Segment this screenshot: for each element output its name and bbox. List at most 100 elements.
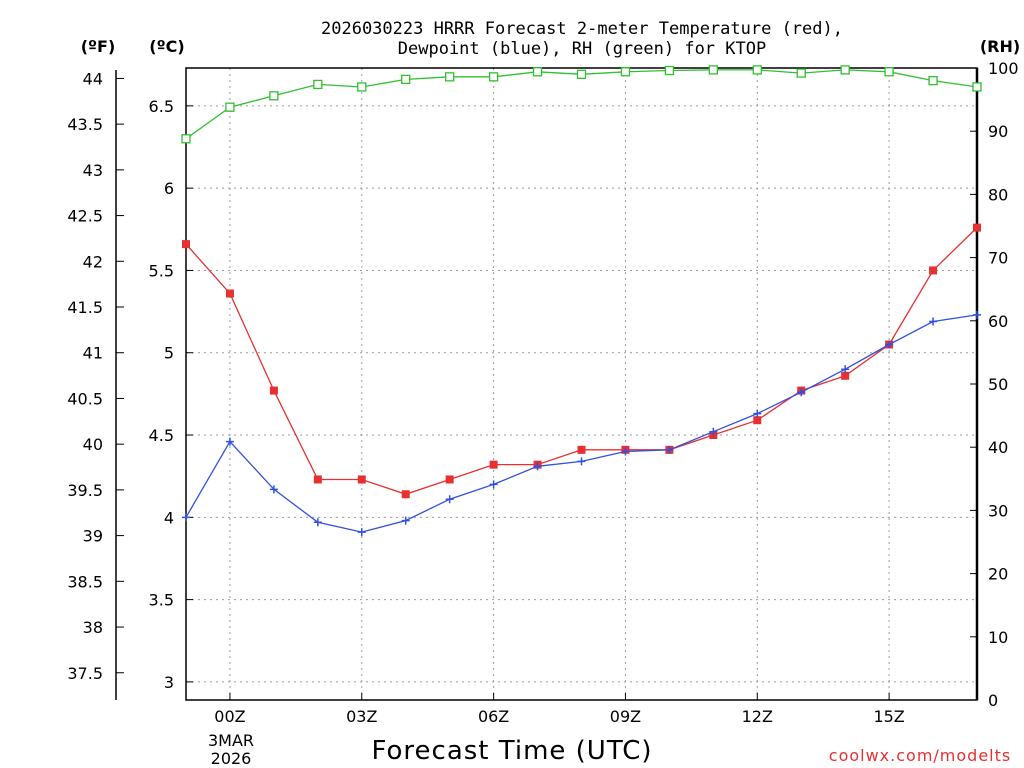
rh-tick-label: 50 (988, 375, 1008, 394)
fahrenheit-tick-label: 42.5 (67, 207, 103, 226)
dewpoint-point (885, 340, 894, 349)
rh-point (313, 79, 323, 90)
rh-tick-label: 10 (988, 628, 1008, 647)
fahrenheit-tick-label: 40 (83, 435, 103, 454)
fahrenheit-tick-label: 42 (83, 252, 103, 271)
dewpoint-point (182, 513, 190, 522)
rh-point (972, 82, 982, 92)
dewpoint-point (621, 447, 630, 456)
rh-point (269, 91, 279, 101)
temperature-point (489, 460, 498, 469)
rh-tick-label: 20 (988, 565, 1008, 584)
rh-unit-label: (RH) (980, 37, 1020, 56)
fahrenheit-unit-label: (ºF) (81, 37, 116, 56)
rh-point (928, 75, 938, 86)
rh-point (532, 67, 543, 77)
time-tick-label: 03Z (346, 707, 377, 726)
temperature-point (841, 371, 850, 380)
dewpoint-point (929, 317, 938, 326)
dewpoint-point (269, 485, 278, 494)
temperature-point (182, 240, 190, 249)
time-axis-ticks: 00Z 03Z 06Z 09Z 12Z 15Z (214, 693, 905, 726)
chart-title-line2: Dewpoint (blue), RH (green) for KTOP (398, 39, 766, 59)
rh-point (488, 72, 499, 82)
rh-tick-label: 30 (988, 501, 1008, 520)
dewpoint-point (709, 427, 718, 436)
celsius-tick-label: 3 (164, 673, 174, 692)
fahrenheit-tick-label: 44 (83, 69, 103, 88)
celsius-tick-label: 4 (164, 508, 174, 527)
fahrenheit-tick-label: 37.5 (67, 664, 103, 683)
series-group (181, 65, 982, 537)
chart-title-line1: 2026030223 HRRR Forecast 2-meter Tempera… (321, 19, 843, 39)
dewpoint-point (753, 409, 762, 418)
dewpoint-point (797, 388, 806, 397)
dewpoint-point (489, 480, 498, 489)
temperature-point (973, 223, 981, 232)
time-tick-label: 09Z (610, 707, 641, 726)
temperature-point (753, 416, 762, 425)
dewpoint-point (533, 462, 542, 471)
temperature-point (445, 475, 454, 484)
rh-point (708, 65, 718, 75)
rh-point (664, 65, 675, 76)
dewpoint-point (401, 516, 410, 525)
rh-point (357, 82, 367, 92)
celsius-tick-label: 6.5 (149, 97, 174, 116)
fahrenheit-tick-label: 41 (83, 344, 103, 363)
rh-point (445, 72, 455, 82)
fahrenheit-tick-label: 41.5 (67, 298, 103, 317)
temperature-point (401, 490, 410, 499)
celsius-tick-label: 4.5 (149, 426, 174, 445)
dewpoint-point (313, 518, 322, 527)
fahrenheit-axis-ticks: 37.5 38 38.5 39 39.5 40 40.5 41 41.5 42 42.5 43 43.5… (67, 69, 124, 683)
dewpoint-point (841, 365, 850, 374)
rh-tick-label: 90 (988, 122, 1008, 141)
dewpoint-point (357, 528, 366, 537)
rh-point (225, 102, 235, 112)
rh-point (884, 67, 894, 77)
rh-tick-label: 40 (988, 438, 1008, 457)
temperature-point (225, 289, 234, 298)
celsius-tick-label: 3.5 (149, 591, 174, 610)
fahrenheit-tick-label: 39.5 (67, 481, 103, 500)
temperature-point (577, 445, 586, 454)
x-axis-title: Forecast Time (UTC) (371, 736, 652, 766)
fahrenheit-tick-label: 40.5 (67, 389, 103, 408)
time-tick-label: 06Z (478, 707, 509, 726)
temperature-point (313, 475, 322, 484)
celsius-tick-label: 5.5 (149, 261, 174, 280)
rh-tick-label: 80 (988, 185, 1008, 204)
rh-axis-ticks: 0 10 20 30 40 50 60 70 80 90 100 (970, 59, 1019, 710)
fahrenheit-tick-label: 43.5 (67, 115, 103, 134)
celsius-tick-label: 6 (164, 179, 174, 198)
dewpoint-point (973, 310, 981, 319)
fahrenheit-tick-label: 43 (83, 161, 103, 180)
rh-tick-label: 60 (988, 312, 1008, 331)
dewpoint-point (225, 437, 234, 446)
rh-tick-label: 70 (988, 249, 1008, 268)
fahrenheit-tick-label: 38 (83, 618, 103, 637)
fahrenheit-tick-label: 38.5 (67, 572, 103, 591)
celsius-axis-ticks: 3 3.5 4 4.5 5 5.5 6 6.5 (149, 97, 193, 692)
rh-tick-label: 0 (988, 691, 998, 710)
time-tick-label: 12Z (742, 707, 773, 726)
rh-point (181, 134, 191, 144)
credit-text: coolwx.com/modelts (829, 746, 1011, 765)
dewpoint-point (665, 445, 674, 454)
celsius-tick-label: 5 (164, 344, 174, 363)
rh-point (796, 68, 806, 78)
rh-point (576, 69, 587, 79)
time-tick-label: 00Z (214, 707, 245, 726)
rh-point (620, 67, 631, 77)
x-date-line1: 3MAR (208, 731, 254, 750)
dewpoint-point (577, 457, 586, 466)
temperature-point (929, 266, 938, 275)
dewpoint-point (445, 495, 454, 504)
temperature-point (269, 386, 278, 395)
rh-point (401, 74, 411, 85)
rh-point (840, 65, 850, 75)
time-tick-label: 15Z (873, 707, 904, 726)
